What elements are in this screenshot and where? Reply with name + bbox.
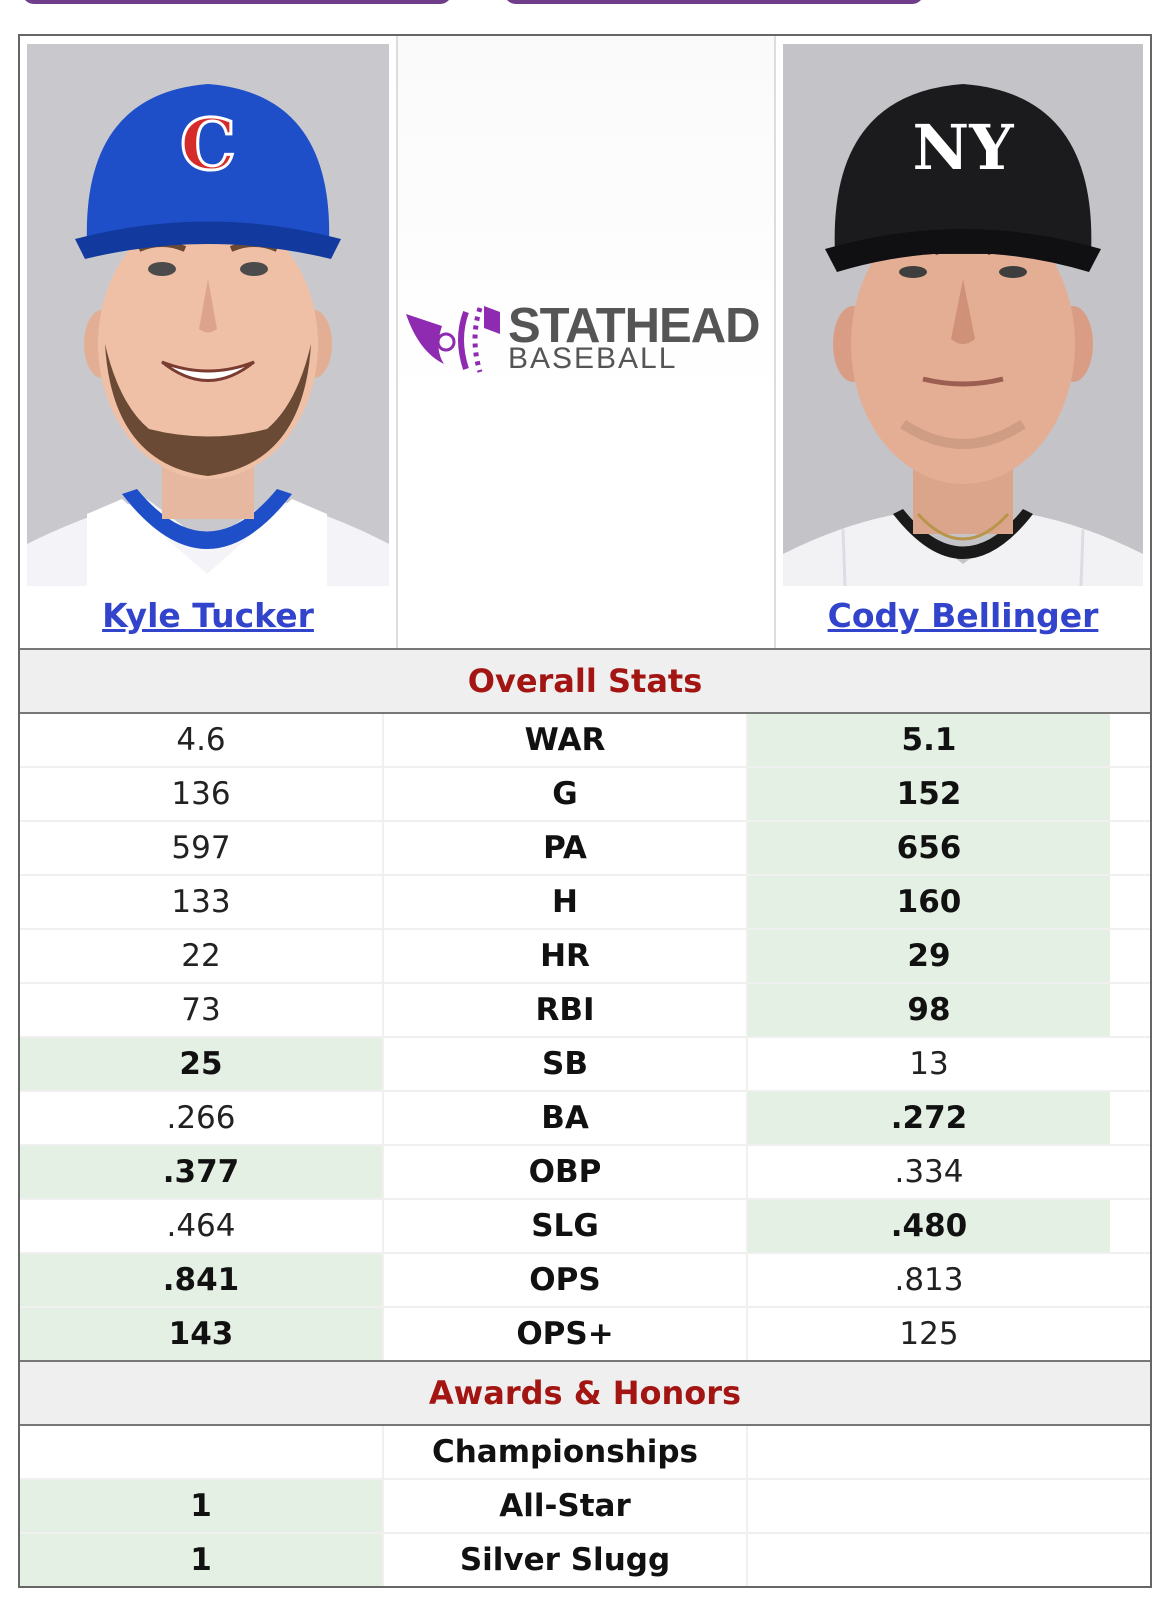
player-left-value: .377 (20, 1146, 384, 1198)
player-right-photo: NY (783, 44, 1143, 586)
svg-text:NY: NY (913, 111, 1015, 184)
table-row: 133 H 160 (20, 876, 1150, 930)
player-left-value: 4.6 (20, 714, 384, 766)
player-right-value: 29 (748, 930, 1110, 982)
player-left-column: C Kyle Tucker (20, 36, 398, 648)
table-row: .464 SLG .480 (20, 1200, 1150, 1254)
stat-label: PA (384, 822, 748, 874)
player-left-value: 73 (20, 984, 384, 1036)
table-row: .841 OPS .813 (20, 1254, 1150, 1308)
top-tab-right[interactable] (504, 0, 924, 4)
comparison-table: C Kyle Tucker STATHEAD BASEBALL (18, 34, 1152, 1588)
table-row: 597 PA 656 (20, 822, 1150, 876)
table-row: .266 BA .272 (20, 1092, 1150, 1146)
top-tab-left[interactable] (22, 0, 452, 4)
player-left-value: 22 (20, 930, 384, 982)
awards-table-body: Championships 1 All-Star 1 Silver Slugg (20, 1426, 1150, 1586)
player-right-value: 13 (909, 1046, 949, 1082)
stathead-logo[interactable]: STATHEAD BASEBALL (404, 298, 774, 378)
player-left-photo: C (27, 44, 389, 586)
table-row: .377 OBP .334 (20, 1146, 1150, 1200)
stat-label: HR (384, 930, 748, 982)
stat-label: All-Star (384, 1480, 748, 1532)
stats-table-body: 4.6 WAR 5.1 136 G 152 597 PA 656 133 H 160 22 HR 29 73 R… (20, 714, 1150, 1360)
player-right-value: .272 (748, 1092, 1110, 1144)
player-right-value (748, 1426, 1110, 1478)
table-row: 4.6 WAR 5.1 (20, 714, 1150, 768)
player-left-value: 136 (20, 768, 384, 820)
stat-label: G (384, 768, 748, 820)
player-right-value (748, 1480, 1110, 1532)
player-right-value: 98 (748, 984, 1110, 1036)
stat-label: OBP (384, 1146, 748, 1198)
player-right-value: 152 (748, 768, 1110, 820)
stat-label: WAR (384, 714, 748, 766)
stat-label: Championships (384, 1426, 748, 1478)
player-left-value: 133 (20, 876, 384, 928)
table-row: 1 Silver Slugg (20, 1534, 1150, 1586)
player-right-value: .480 (748, 1200, 1110, 1252)
stat-label: SB (384, 1038, 748, 1090)
player-right-value: 5.1 (748, 714, 1110, 766)
player-right-column: NY Cody Bellinger (776, 36, 1150, 648)
player-left-value: 25 (20, 1038, 384, 1090)
player-left-value: 143 (20, 1308, 384, 1360)
player-header-row: C Kyle Tucker STATHEAD BASEBALL (20, 36, 1150, 650)
player-left-value: 1 (20, 1480, 384, 1532)
table-row: 22 HR 29 (20, 930, 1150, 984)
table-row: 136 G 152 (20, 768, 1150, 822)
svg-text:C: C (180, 103, 236, 186)
table-row: Championships (20, 1426, 1150, 1480)
player-right-value: 125 (899, 1316, 959, 1352)
player-left-value: .464 (20, 1200, 384, 1252)
stat-label: OPS (384, 1254, 748, 1306)
logo-text-primary: STATHEAD (508, 299, 760, 353)
logo-column: STATHEAD BASEBALL (398, 36, 776, 648)
player-right-name-link[interactable]: Cody Bellinger (827, 596, 1099, 635)
table-row: 143 OPS+ 125 (20, 1308, 1150, 1360)
section-title-overall: Overall Stats (20, 650, 1150, 714)
player-right-value: 160 (748, 876, 1110, 928)
player-right-value (748, 1534, 1110, 1586)
player-right-value: .334 (894, 1154, 964, 1190)
stat-label: RBI (384, 984, 748, 1036)
player-left-value: 597 (20, 822, 384, 874)
table-row: 1 All-Star (20, 1480, 1150, 1534)
table-row: 73 RBI 98 (20, 984, 1150, 1038)
stat-label: H (384, 876, 748, 928)
player-left-value: 1 (20, 1534, 384, 1586)
table-row: 25 SB 13 (20, 1038, 1150, 1092)
player-left-value: .841 (20, 1254, 384, 1306)
player-right-value: 656 (748, 822, 1110, 874)
logo-text-secondary: BASEBALL (508, 342, 678, 375)
player-left-name-link[interactable]: Kyle Tucker (102, 596, 314, 635)
section-title-awards: Awards & Honors (20, 1360, 1150, 1426)
player-right-value: .813 (894, 1262, 964, 1298)
player-left-value: .266 (20, 1092, 384, 1144)
stat-label: SLG (384, 1200, 748, 1252)
player-left-value (20, 1426, 384, 1478)
stat-label: BA (384, 1092, 748, 1144)
stat-label: Silver Slugg (384, 1534, 748, 1586)
stat-label: OPS+ (384, 1308, 748, 1360)
stathead-logo-icon (406, 306, 500, 373)
